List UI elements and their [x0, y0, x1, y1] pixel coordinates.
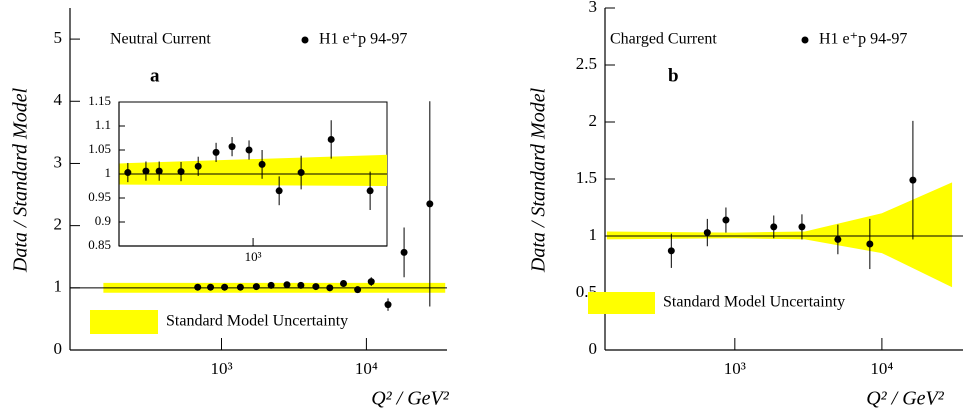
data-point — [866, 240, 874, 248]
y-tick-label: 1.1 — [95, 117, 111, 132]
data-point — [228, 143, 236, 151]
y-tick-label: 0.95 — [88, 189, 111, 204]
data-point — [367, 278, 375, 286]
panel-title: Neutral Current — [110, 31, 211, 48]
y-tick-label: 1.15 — [88, 93, 111, 108]
y-tick-label: 3 — [589, 0, 598, 16]
data-point — [258, 160, 266, 168]
y-tick-label: 2 — [589, 111, 598, 130]
y-tick-label: 1 — [54, 277, 63, 296]
x-tick-label: 10⁴ — [870, 359, 893, 378]
y-tick-label: 2 — [54, 215, 63, 234]
data-point — [252, 283, 260, 291]
data-point — [275, 187, 283, 195]
data-point — [142, 167, 150, 175]
y-tick-label: 1 — [105, 165, 112, 180]
data-point — [327, 135, 335, 143]
legend-marker — [801, 36, 809, 44]
panel-label: b — [668, 65, 679, 86]
legend-swatch — [90, 310, 158, 334]
legend-swatch — [588, 292, 655, 314]
data-point — [366, 187, 374, 195]
x-axis-label: Q² / GeV² — [371, 388, 450, 410]
y-axis-label: Data / Standard Model — [528, 87, 550, 273]
data-point — [155, 167, 163, 175]
data-point — [194, 283, 202, 291]
data-point — [770, 223, 778, 231]
panel-title: Charged Current — [610, 31, 717, 48]
legend-label: H1 e⁺p 94-97 — [819, 31, 907, 48]
data-point — [667, 247, 675, 255]
data-point — [297, 169, 305, 177]
y-tick-label: 3 — [54, 152, 63, 171]
data-point — [221, 283, 229, 291]
data-point — [384, 301, 392, 309]
legend-label: Standard Model Uncertainty — [663, 294, 845, 311]
y-tick-label: 0 — [54, 339, 63, 358]
x-tick-label: 10³ — [245, 249, 262, 264]
data-point — [297, 281, 305, 289]
data-point — [426, 200, 434, 208]
data-point — [703, 229, 711, 237]
x-tick-label: 10³ — [210, 359, 232, 378]
data-point — [326, 284, 334, 292]
y-tick-label: 1.5 — [576, 168, 597, 187]
y-tick-label: 5 — [54, 28, 63, 47]
y-tick-label: 1 — [589, 225, 598, 244]
data-point — [194, 162, 202, 170]
x-axis-label: Q² / GeV² — [866, 388, 945, 410]
data-point — [283, 281, 291, 289]
uncertainty-band — [606, 182, 953, 288]
y-tick-label: 2.5 — [576, 54, 597, 73]
data-point — [177, 168, 185, 176]
data-point — [340, 279, 348, 287]
data-point — [207, 283, 215, 291]
legend-marker — [301, 36, 309, 44]
data-point — [267, 281, 275, 289]
data-point — [909, 176, 917, 184]
data-point — [722, 216, 730, 224]
data-point — [354, 286, 362, 294]
y-tick-label: 0.9 — [95, 213, 111, 228]
y-tick-label: 0.85 — [88, 237, 111, 252]
data-point — [245, 146, 253, 154]
data-point — [124, 169, 132, 177]
data-point — [798, 223, 806, 231]
uncertainty-band — [119, 154, 387, 186]
data-point — [236, 283, 244, 291]
data-point — [312, 283, 320, 291]
panel-label: a — [150, 65, 160, 86]
y-tick-label: 4 — [54, 90, 63, 109]
y-tick-label: 0 — [589, 339, 598, 358]
legend-label: H1 e⁺p 94-97 — [319, 31, 407, 48]
x-tick-label: 10³ — [724, 359, 746, 378]
x-tick-label: 10⁴ — [355, 359, 378, 378]
data-point — [834, 235, 842, 243]
data-point — [400, 248, 408, 256]
legend-label: Standard Model Uncertainty — [166, 313, 348, 330]
y-tick-label: 1.05 — [88, 141, 111, 156]
data-point — [212, 148, 220, 156]
y-axis-label: Data / Standard Model — [10, 87, 32, 273]
